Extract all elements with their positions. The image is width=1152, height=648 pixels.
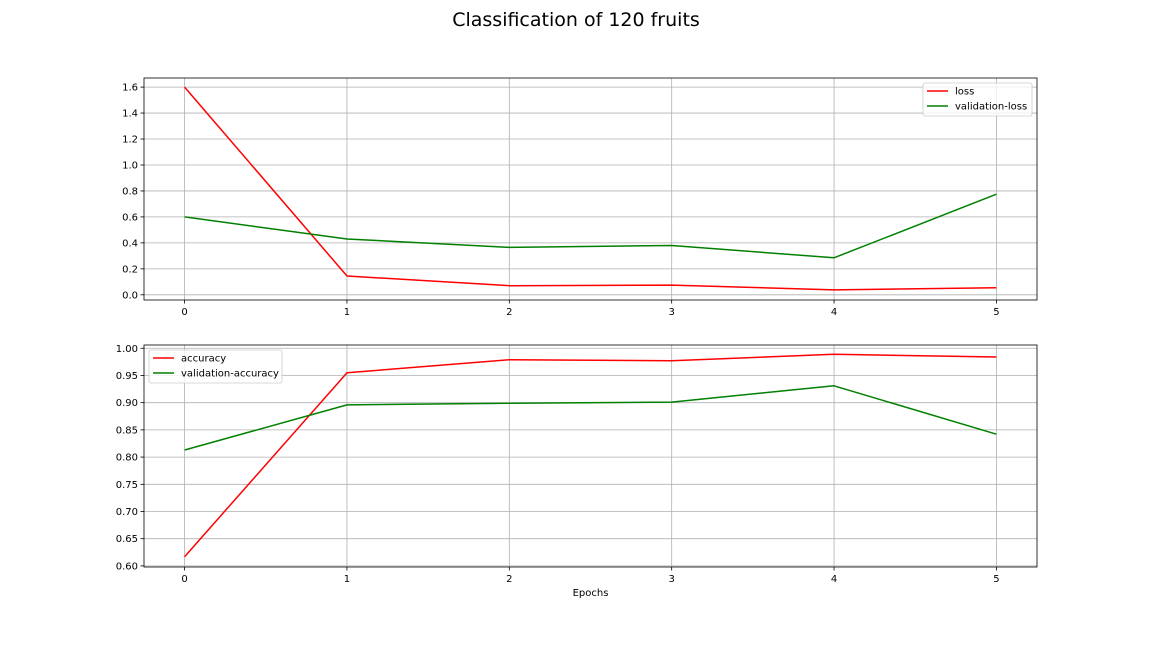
y-tick-label: 1.2 [122, 135, 138, 146]
legend-label: loss [955, 87, 974, 98]
x-tick-label: 3 [668, 307, 674, 318]
y-tick-label: 0.4 [122, 238, 138, 249]
y-tick-label: 1.6 [122, 83, 138, 94]
legend-label: validation-loss [955, 102, 1027, 113]
y-tick-label: 1.00 [116, 344, 138, 355]
y-tick-label: 0.65 [116, 534, 138, 545]
y-tick-label: 0.90 [116, 398, 138, 409]
y-tick-label: 0.80 [116, 453, 138, 464]
y-tick-label: 0.60 [116, 561, 138, 572]
y-tick-label: 0.85 [116, 425, 138, 436]
x-axis-label: Epochs [573, 588, 609, 599]
axes-frame [143, 344, 1038, 568]
series-line-validation-accuracy [184, 385, 997, 451]
legend: accuracy validation-accuracy [148, 349, 283, 384]
series-line-validation-loss [184, 193, 997, 259]
x-tick-label: 4 [831, 574, 837, 585]
axes-frame [143, 77, 1038, 301]
x-tick-label: 5 [993, 574, 999, 585]
x-tick-label: 0 [181, 307, 187, 318]
y-tick-label: 0.8 [122, 186, 138, 197]
y-tick-label: 0.0 [122, 290, 138, 301]
series-line-loss [184, 86, 997, 291]
y-tick-label: 0.95 [116, 371, 138, 382]
y-tick-label: 0.70 [116, 507, 138, 518]
x-tick-label: 4 [831, 307, 837, 318]
y-tick-label: 1.4 [122, 109, 138, 120]
legend-label: accuracy [181, 354, 226, 365]
x-tick-label: 0 [181, 574, 187, 585]
series-line-accuracy [184, 353, 997, 558]
x-tick-label: 1 [344, 574, 350, 585]
accuracy-plot: 0 1 2 3 4 5 0.60 0.65 0.70 0.75 0.80 0.85 0.90 0.95 1.… [116, 344, 1038, 599]
x-tick-label: 2 [506, 574, 512, 585]
legend: loss validation-loss [922, 82, 1033, 117]
y-tick-label: 0.2 [122, 264, 138, 275]
legend-frame [148, 349, 283, 384]
legend-label: validation-accuracy [181, 369, 279, 380]
y-tick-label: 0.6 [122, 212, 138, 223]
x-tick-label: 3 [668, 574, 674, 585]
x-tick-label: 1 [344, 307, 350, 318]
x-tick-label: 2 [506, 307, 512, 318]
y-tick-label: 0.75 [116, 480, 138, 491]
x-tick-label: 5 [993, 307, 999, 318]
y-tick-label: 1.0 [122, 160, 138, 171]
figure-title: Classification of 120 fruits [452, 9, 700, 31]
loss-plot: 0 1 2 3 4 5 0.0 0.2 0.4 0.6 0.8 1.0 1.2 1.4 1.6 loss val… [122, 77, 1038, 318]
legend-frame [922, 82, 1033, 117]
